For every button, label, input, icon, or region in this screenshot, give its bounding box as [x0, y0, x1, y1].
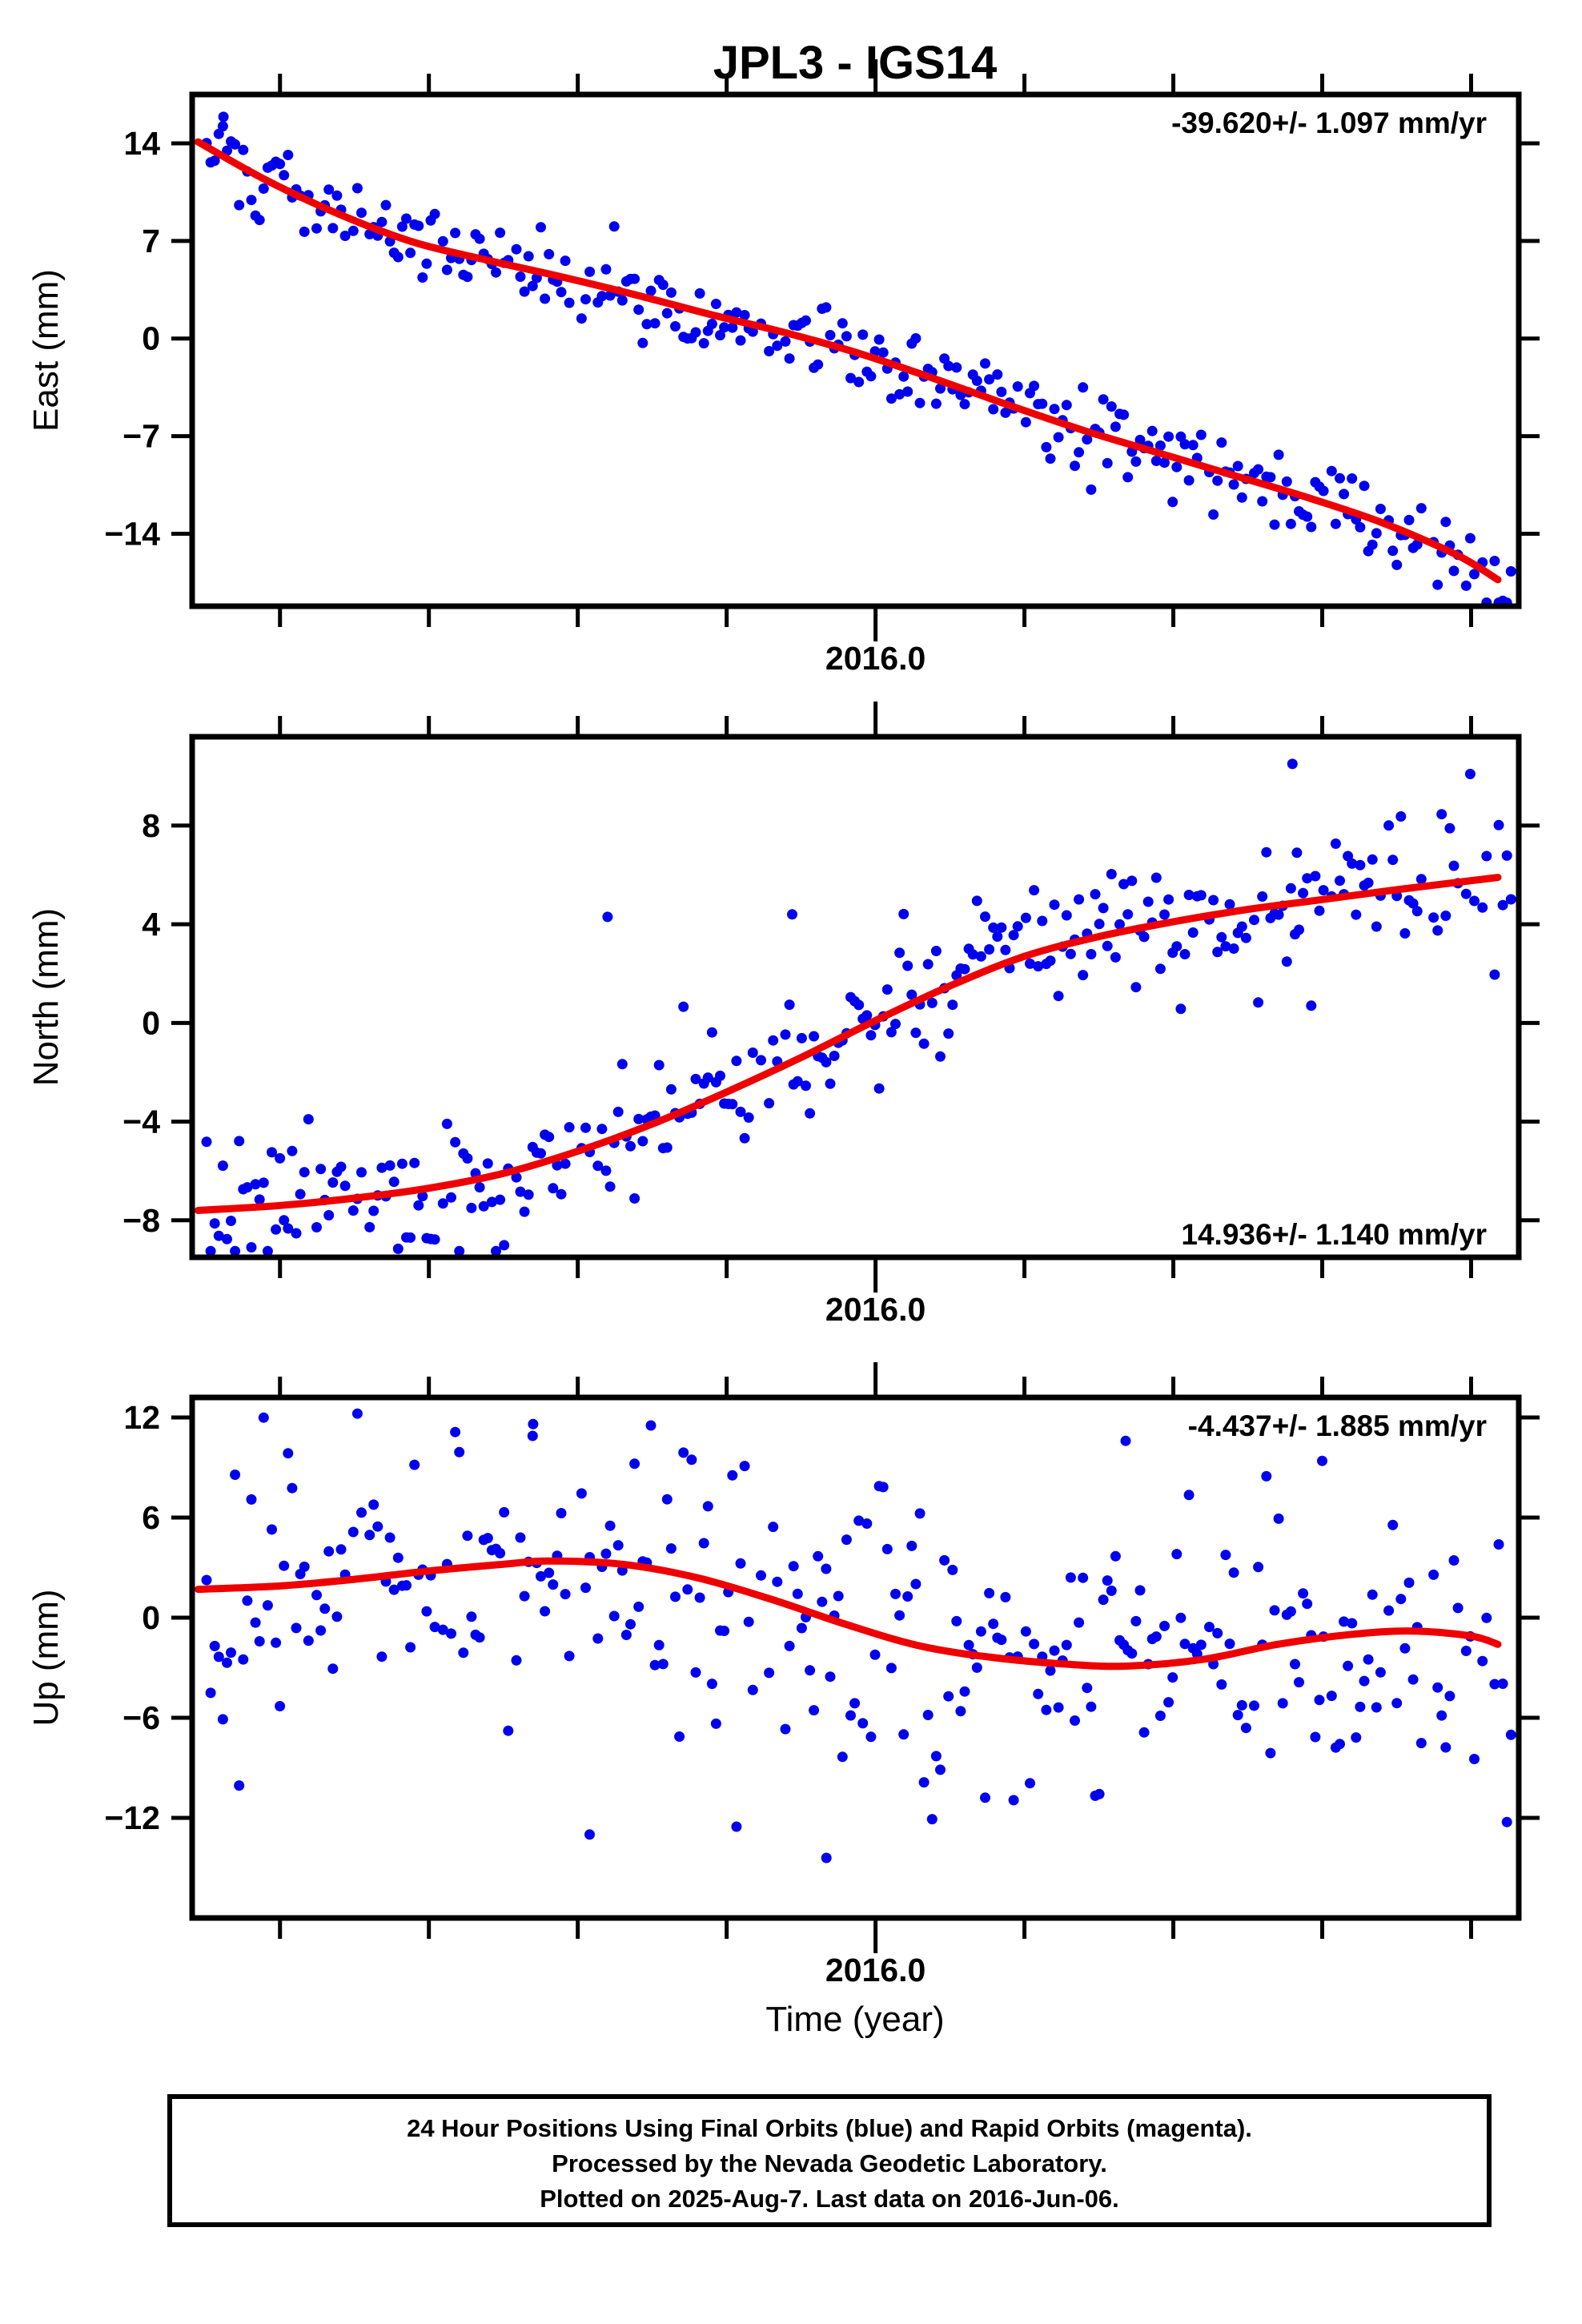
north-y-ticks	[171, 823, 1540, 1223]
north-panel: 2016.0 8 4 0 −4 −8 North (mm) 14.936+/- 1.140 m…	[26, 702, 1540, 1328]
east-y-ticks	[171, 141, 1540, 536]
up-x-ticks	[278, 1362, 1473, 1953]
east-y-tick-label: 0	[142, 320, 160, 357]
up-y-tick-label: 0	[142, 1599, 160, 1636]
north-data-points	[201, 758, 1516, 1256]
up-outlier-point	[1317, 1455, 1327, 1466]
footer-box: 24 Hour Positions Using Final Orbits (bl…	[167, 2094, 1492, 2227]
up-y-ticks	[171, 1415, 1540, 1820]
up-outlier-point	[584, 1829, 595, 1840]
up-outlier-point	[528, 1418, 539, 1429]
east-fit-line	[194, 138, 1502, 584]
footer-line-3: Plotted on 2025-Aug-7. Last data on 2016…	[540, 2185, 1119, 2213]
east-y-tick-label: −7	[122, 418, 160, 455]
north-outlier-point	[602, 911, 613, 923]
up-rate-annotation: -4.437+/- 1.885 mm/yr	[1188, 1409, 1487, 1442]
east-y-tick-label: 7	[142, 223, 160, 259]
north-fit-line	[194, 874, 1502, 1214]
north-outlier-point	[1291, 847, 1303, 858]
east-axis-label: East (mm)	[26, 269, 66, 432]
up-outlier-point	[1120, 1435, 1131, 1446]
east-rate-annotation: -39.620+/- 1.097 mm/yr	[1171, 107, 1487, 139]
north-axis-label: North (mm)	[26, 908, 66, 1086]
north-y-tick-label: 4	[142, 906, 160, 943]
up-axis-label: Up (mm)	[26, 1589, 66, 1726]
up-y-tick-label: 6	[142, 1499, 160, 1536]
up-x-tick-label: 2016.0	[825, 1952, 926, 1988]
footer-line-2: Processed by the Nevada Geodetic Laborat…	[552, 2149, 1107, 2177]
up-frame	[189, 1394, 1522, 1921]
north-y-tick-label: −4	[122, 1104, 160, 1140]
north-frame	[189, 734, 1522, 1261]
figure-title: JPL3 - IGS14	[713, 37, 998, 89]
north-outlier-point	[787, 909, 797, 920]
up-y-tick-label: 12	[123, 1399, 160, 1436]
north-y-tick-label: 0	[142, 1004, 160, 1041]
north-y-tick-label: −8	[122, 1202, 160, 1239]
up-fit-line	[194, 1557, 1502, 1671]
north-rate-annotation: 14.936+/- 1.140 mm/yr	[1181, 1218, 1487, 1251]
up-outlier-point	[821, 1852, 832, 1864]
east-frame	[189, 91, 1522, 609]
north-x-ticks	[278, 702, 1473, 1293]
north-outlier-point	[1287, 758, 1298, 770]
east-y-tick-label: 14	[123, 125, 160, 162]
east-panel: 2016.0 14 7 0 −7 −14 East (mm) -39.620+/- 1.097…	[26, 59, 1540, 677]
up-y-tick-label: −6	[122, 1699, 160, 1736]
east-y-tick-label: −14	[104, 515, 160, 552]
east-outlier-point	[218, 111, 229, 123]
east-data-points	[201, 111, 1516, 606]
x-axis-title: Time (year)	[765, 2000, 944, 2039]
footer-line-1: 24 Hour Positions Using Final Orbits (bl…	[407, 2114, 1252, 2142]
north-y-tick-label: 8	[142, 807, 160, 844]
footer-border	[167, 2094, 1492, 2227]
east-x-tick-label: 2016.0	[825, 640, 926, 677]
up-y-tick-label: −12	[104, 1799, 160, 1836]
north-x-tick-label: 2016.0	[825, 1291, 926, 1328]
up-panel: 2016.0 12 6 0 −6 −12 Up (mm) -4.437+/- 1.885 mm…	[26, 1362, 1540, 1988]
east-x-ticks	[278, 59, 1473, 641]
